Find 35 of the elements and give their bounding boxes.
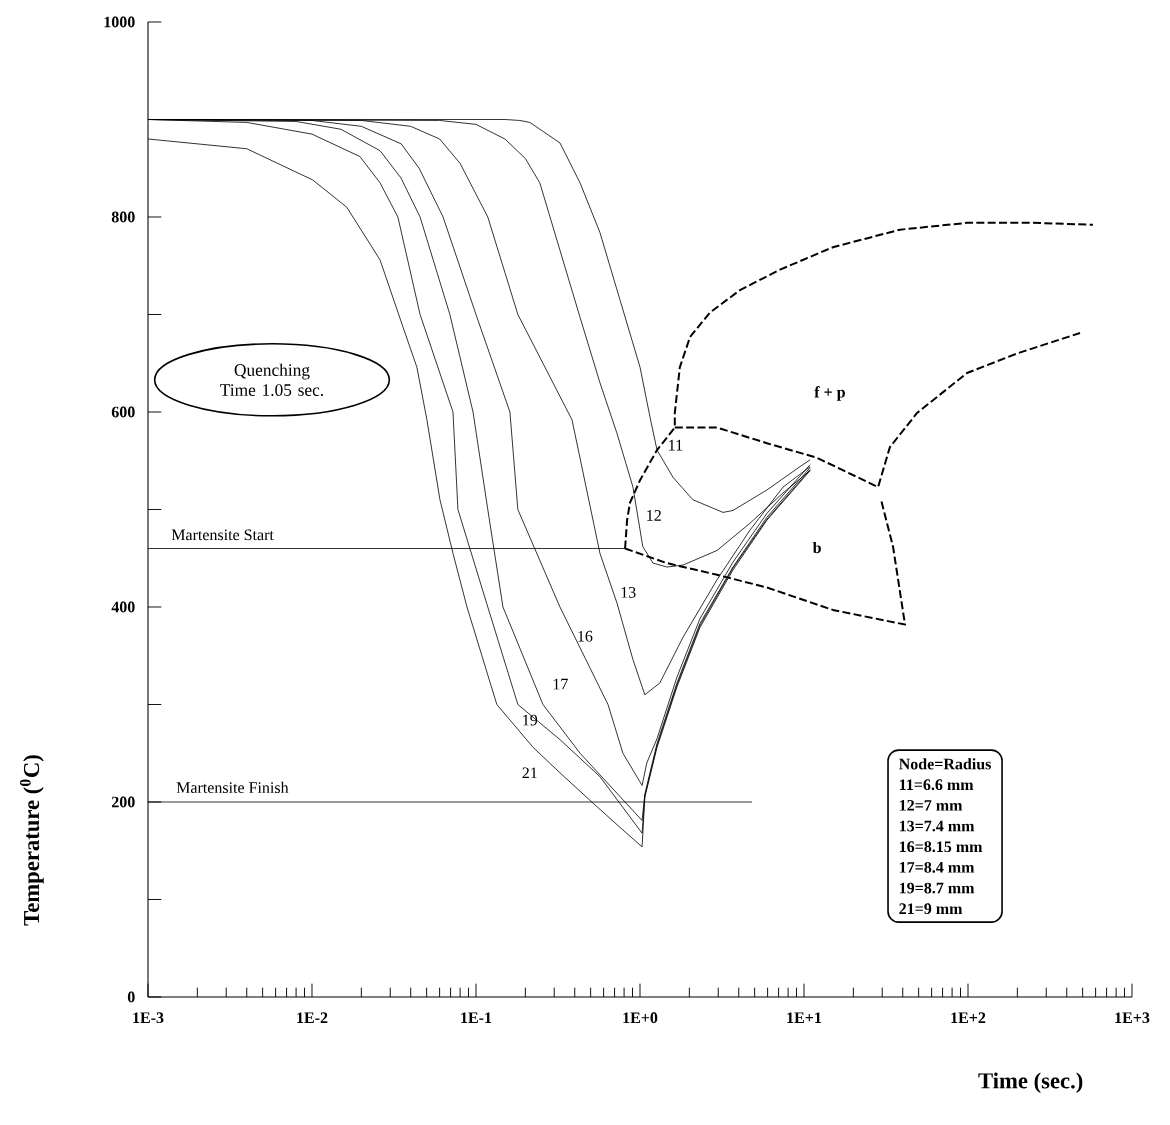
x-tick-label: 1E+2 (951, 1012, 986, 1023)
series-label: 17 (553, 678, 568, 690)
y-tick-label: 1000 (104, 16, 135, 28)
y-tick-label: 200 (111, 796, 135, 808)
annotation: b (812, 541, 821, 554)
annotation: Node=Radius (899, 758, 991, 770)
series-label: 11 (669, 439, 683, 451)
y-tick-label: 400 (111, 601, 135, 613)
annotation: 19=8.7 mm (899, 882, 975, 894)
annotation: 12=7 mm (899, 800, 963, 811)
annotation: 13=7.4 mm (899, 820, 975, 832)
x-tick-label: 1E-1 (461, 1012, 492, 1023)
y-tick-label: 0 (127, 991, 135, 1003)
y-tick-label: 600 (111, 406, 135, 418)
x-tick-label: 1E-3 (133, 1012, 164, 1024)
x-axis-title: Time (sec.) (978, 1072, 1083, 1094)
x-tick-label: 1E+3 (1115, 1012, 1150, 1024)
series-label: 21 (522, 767, 537, 779)
y-axis-title: Temperature ($^{0}$C) (20, 755, 44, 926)
series-label: 16 (578, 630, 593, 642)
series-label: 12 (647, 510, 661, 521)
x-tick-label: 1E+0 (623, 1012, 658, 1024)
series-label: 13 (621, 586, 636, 598)
series-label: Martensite Finish (176, 781, 289, 793)
series-label: Martensite Start (171, 529, 274, 541)
annotation: 11=6.6 mm (899, 779, 974, 791)
annotation: 21=9 mm (899, 903, 963, 915)
annotation: Quenching Time 1.05 sec. (220, 363, 324, 396)
annotation: f + p (814, 386, 845, 401)
x-tick-label: 1E+1 (787, 1012, 822, 1023)
annotation: 17=8.4 mm (899, 861, 975, 873)
series-label: 19 (523, 714, 538, 726)
y-tick-label: 800 (111, 211, 135, 223)
x-tick-label: 1E-2 (297, 1012, 328, 1023)
annotation: 16=8.15 mm (899, 841, 983, 853)
